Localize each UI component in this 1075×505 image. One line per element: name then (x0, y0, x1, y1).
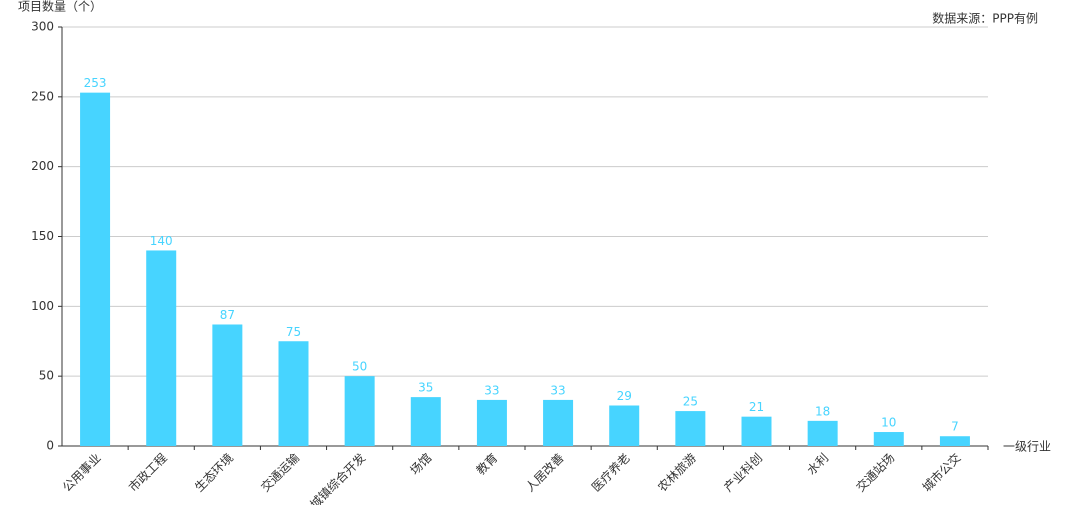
x-tick-label: 水利 (804, 451, 831, 478)
value-label: 29 (617, 389, 632, 403)
bar (80, 92, 111, 446)
bar (543, 399, 574, 446)
value-label: 75 (286, 325, 301, 339)
bar (609, 405, 640, 446)
bar (212, 324, 243, 446)
y-tick-label: 100 (31, 299, 54, 313)
x-tick-label: 生态环境 (191, 450, 236, 495)
y-tick-label: 50 (39, 369, 54, 383)
x-tick-label: 场馆 (407, 450, 435, 478)
value-label: 21 (749, 400, 764, 414)
bar (807, 420, 838, 446)
value-label: 140 (150, 234, 173, 248)
y-tick-label: 200 (31, 159, 54, 173)
value-label: 25 (683, 395, 698, 409)
bar (344, 376, 375, 446)
y-tick-label: 150 (31, 229, 54, 243)
y-tick-label: 250 (31, 89, 54, 103)
bar (873, 432, 904, 446)
y-tick-label: 0 (46, 439, 54, 453)
bar (476, 399, 507, 446)
x-tick-label: 城镇综合开发 (307, 450, 369, 505)
x-tick-label: 公用事业 (60, 451, 104, 495)
y-tick-label: 300 (31, 20, 54, 34)
bar (410, 397, 441, 446)
value-label: 50 (352, 360, 367, 374)
y-axis-label: 项目数量（个） (18, 0, 102, 14)
value-label: 7 (951, 420, 959, 434)
x-axis-label: 一级行业 (1003, 440, 1051, 454)
bar (278, 341, 309, 446)
x-tick-label: 交通站场 (853, 450, 898, 495)
x-tick-label: 医疗养老 (588, 450, 633, 495)
x-tick-label: 交通运输 (258, 450, 303, 495)
bar (146, 250, 177, 446)
bar (675, 411, 706, 446)
bar (741, 416, 772, 446)
value-label: 33 (484, 383, 499, 397)
value-label: 10 (881, 416, 896, 430)
x-tick-label: 农林旅游 (655, 451, 699, 495)
value-label: 18 (815, 404, 830, 418)
x-tick-label: 人居改善 (522, 450, 567, 495)
x-tick-label: 城市公交 (919, 450, 964, 495)
value-label: 33 (550, 383, 565, 397)
source-note: 数据来源：PPP有例 (932, 11, 1038, 26)
x-tick-label: 产业科创 (721, 451, 765, 495)
x-tick-label: 教育 (473, 450, 501, 478)
value-label: 253 (84, 76, 107, 90)
bar (939, 436, 970, 446)
value-label: 87 (220, 308, 235, 322)
x-tick-label: 市政工程 (125, 450, 170, 495)
value-label: 35 (418, 381, 433, 395)
